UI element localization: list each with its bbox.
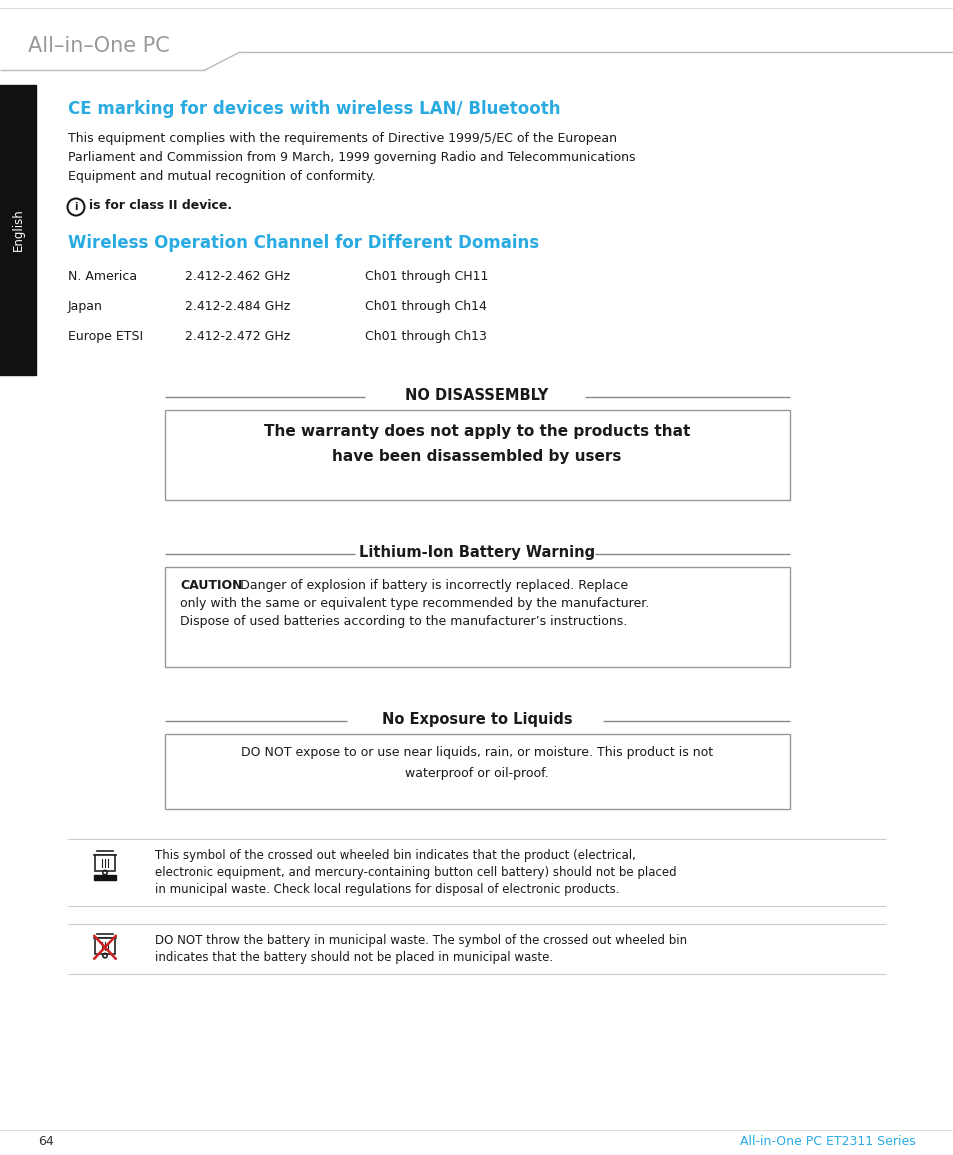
Bar — [165, 567, 789, 666]
Text: i: i — [74, 202, 77, 213]
Text: Lithium-Ion Battery Warning: Lithium-Ion Battery Warning — [358, 545, 595, 560]
Text: : Danger of explosion if battery is incorrectly replaced. Replace: : Danger of explosion if battery is inco… — [232, 579, 627, 593]
Text: Parliament and Commission from 9 March, 1999 governing Radio and Telecommunicati: Parliament and Commission from 9 March, … — [68, 151, 635, 164]
Text: N. America: N. America — [68, 270, 137, 283]
Text: NO DISASSEMBLY: NO DISASSEMBLY — [405, 388, 548, 403]
Text: electronic equipment, and mercury-containing button cell battery) should not be : electronic equipment, and mercury-contai… — [154, 866, 676, 879]
Text: Equipment and mutual recognition of conformity.: Equipment and mutual recognition of conf… — [68, 170, 375, 182]
Text: Japan: Japan — [68, 300, 103, 313]
Text: Europe ETSI: Europe ETSI — [68, 330, 143, 343]
Text: This symbol of the crossed out wheeled bin indicates that the product (electrica: This symbol of the crossed out wheeled b… — [154, 849, 636, 862]
Text: CAUTION: CAUTION — [180, 579, 242, 593]
Text: Ch01 through CH11: Ch01 through CH11 — [365, 270, 488, 283]
Text: in municipal waste. Check local regulations for disposal of electronic products.: in municipal waste. Check local regulati… — [154, 884, 618, 896]
Text: Ch01 through Ch13: Ch01 through Ch13 — [365, 330, 486, 343]
Text: CE marking for devices with wireless LAN/ Bluetooth: CE marking for devices with wireless LAN… — [68, 100, 560, 118]
Text: All-in-One PC ET2311 Series: All-in-One PC ET2311 Series — [740, 1135, 915, 1148]
Text: DO NOT throw the battery in municipal waste. The symbol of the crossed out wheel: DO NOT throw the battery in municipal wa… — [154, 934, 686, 947]
Bar — [94, 875, 115, 880]
Bar — [165, 410, 789, 500]
Text: The warranty does not apply to the products that
have been disassembled by users: The warranty does not apply to the produ… — [264, 424, 689, 463]
Text: 2.412-2.462 GHz: 2.412-2.462 GHz — [185, 270, 290, 283]
Bar — [95, 938, 114, 954]
Text: No Exposure to Liquids: No Exposure to Liquids — [381, 711, 572, 726]
Text: 64: 64 — [38, 1135, 53, 1148]
Text: 2.412-2.484 GHz: 2.412-2.484 GHz — [185, 300, 290, 313]
Text: English: English — [11, 209, 25, 252]
Bar — [0, 85, 36, 375]
Text: This equipment complies with the requirements of Directive 1999/5/EC of the Euro: This equipment complies with the require… — [68, 132, 617, 146]
Text: Wireless Operation Channel for Different Domains: Wireless Operation Channel for Different… — [68, 234, 538, 252]
Text: Ch01 through Ch14: Ch01 through Ch14 — [365, 300, 486, 313]
Bar — [165, 733, 789, 808]
Bar — [95, 855, 114, 871]
Text: indicates that the battery should not be placed in municipal waste.: indicates that the battery should not be… — [154, 951, 553, 964]
Text: 2.412-2.472 GHz: 2.412-2.472 GHz — [185, 330, 290, 343]
Text: All–in–One PC: All–in–One PC — [28, 36, 170, 55]
Text: only with the same or equivalent type recommended by the manufacturer.: only with the same or equivalent type re… — [180, 597, 649, 610]
Text: Dispose of used batteries according to the manufacturer’s instructions.: Dispose of used batteries according to t… — [180, 614, 626, 628]
Text: DO NOT expose to or use near liquids, rain, or moisture. This product is not
wat: DO NOT expose to or use near liquids, ra… — [241, 746, 712, 780]
Text: is for class II device.: is for class II device. — [89, 199, 232, 213]
